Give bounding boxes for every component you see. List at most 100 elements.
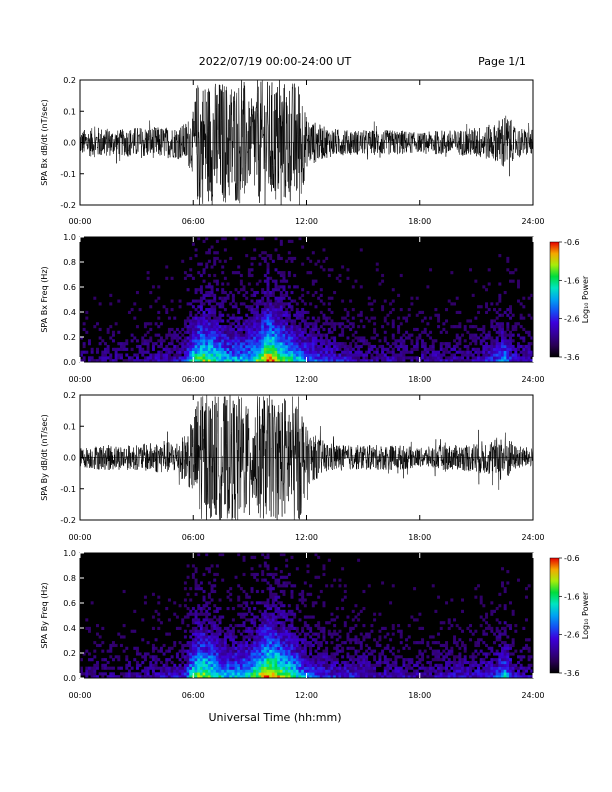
spectrogram-cell — [306, 336, 310, 340]
spectrogram-cell — [199, 327, 203, 332]
spectrogram-cell — [242, 675, 246, 679]
spectrogram-cell — [354, 649, 358, 653]
spectrogram-cell — [229, 353, 233, 357]
spectrogram-cell — [138, 359, 142, 363]
spectrogram-cell — [293, 641, 297, 645]
spectrogram-cell — [458, 336, 462, 340]
spectrogram-cell — [205, 251, 209, 255]
spectrogram-cell — [242, 660, 246, 665]
spectrogram-cell — [197, 612, 201, 616]
spectrogram-cell — [317, 652, 321, 656]
spectrogram-cell — [501, 646, 504, 650]
spectrogram-cell — [191, 669, 195, 673]
spectrogram-cell — [255, 663, 259, 667]
spectrogram-cell — [519, 316, 523, 320]
spectrogram-cell — [450, 652, 454, 656]
spectrogram-cell — [154, 322, 158, 326]
spectrogram-cell — [186, 652, 190, 656]
spectrogram-cell — [194, 641, 198, 645]
spectrogram-cell — [239, 342, 243, 346]
spectrogram-cell — [226, 663, 230, 667]
spectrogram-cell — [234, 624, 238, 628]
spectrogram-cell — [290, 643, 294, 648]
spectrogram-cell — [95, 632, 99, 636]
spectrogram-cell — [386, 356, 390, 360]
spectrogram-cell — [471, 347, 475, 351]
spectrogram-cell — [471, 339, 475, 343]
y-tick-label: 0.8 — [63, 258, 76, 267]
spectrogram-cell — [109, 325, 113, 329]
spectrogram-cell — [338, 649, 342, 653]
spectrogram-cell — [218, 350, 222, 354]
spectrogram-cell — [287, 669, 291, 673]
spectrogram-cell — [199, 350, 203, 354]
spectrogram-cell — [303, 356, 307, 360]
spectrogram-cell — [445, 330, 449, 334]
spectrogram-cell — [114, 655, 118, 659]
spectrogram-cell — [261, 299, 265, 303]
spectrogram-cell — [375, 350, 379, 354]
spectrogram-cell — [218, 296, 222, 300]
spectrogram-cell — [490, 626, 494, 630]
spectrogram-cell — [271, 601, 275, 605]
spectrogram-cell — [213, 339, 217, 343]
spectrogram-cell — [474, 672, 478, 676]
spectrogram-cell — [199, 660, 203, 665]
spectrogram-cell — [391, 299, 395, 303]
spectrogram-cell — [341, 327, 345, 332]
spectrogram-cell — [279, 675, 283, 679]
spectrogram-cell — [266, 555, 270, 559]
spectrogram-cell — [509, 350, 512, 354]
spectrogram-cell — [367, 672, 371, 676]
spectrogram-cell — [202, 310, 206, 314]
spectrogram-cell — [487, 663, 491, 667]
spectrogram-cell — [317, 575, 321, 579]
spectrogram-cell — [322, 327, 326, 332]
spectrogram-cell — [517, 672, 520, 676]
spectrogram-cell — [266, 655, 270, 659]
spectrogram-cell — [245, 643, 249, 648]
spectrogram-cell — [191, 632, 195, 636]
spectrogram-cell — [279, 589, 283, 594]
spectrogram-cell — [239, 655, 243, 659]
spectrogram-cell — [255, 282, 259, 286]
spectrogram-cell — [453, 339, 457, 343]
spectrogram-cell — [269, 330, 273, 334]
spectrogram-cell — [477, 666, 480, 670]
spectrogram-cell — [154, 638, 158, 642]
spectrogram-cell — [493, 663, 496, 667]
spectrogram-cell — [442, 643, 446, 648]
spectrogram-cell — [487, 347, 491, 351]
spectrogram-cell — [333, 353, 337, 357]
spectrogram-cell — [191, 330, 195, 334]
spectrogram-cell — [357, 344, 361, 349]
spectrogram-cell — [325, 342, 329, 346]
spectrogram-cell — [474, 356, 478, 360]
spectrogram-cell — [181, 350, 185, 354]
spectrogram-cell — [458, 660, 462, 665]
spectrogram-cell — [445, 308, 449, 312]
spectrogram-cell — [205, 663, 209, 667]
spectrogram-cell — [437, 356, 441, 360]
spectrogram-cell — [301, 646, 305, 650]
spectrogram-cell — [218, 632, 222, 636]
spectrogram-cell — [223, 649, 227, 653]
spectrogram-cell — [349, 353, 353, 357]
x-tick-label: 18:00 — [408, 533, 431, 542]
spectrogram-cell — [354, 344, 358, 349]
spectrogram-cell — [122, 672, 126, 676]
spectrogram-cell — [279, 553, 283, 557]
spectrogram-cell — [277, 632, 281, 636]
spectrogram-cell — [479, 601, 483, 605]
spectrogram-cell — [271, 669, 275, 673]
spectrogram-cell — [389, 672, 393, 676]
spectrogram-cell — [175, 344, 179, 349]
spectrogram-cell — [199, 356, 203, 360]
spectrogram-cell — [445, 675, 449, 679]
spectrogram-cell — [501, 327, 504, 332]
spectrogram-cell — [303, 322, 307, 326]
spectrogram-cell — [261, 618, 265, 622]
spectrogram-cell — [493, 344, 496, 349]
spectrogram-cell — [431, 353, 435, 357]
spectrogram-cell — [239, 330, 243, 334]
